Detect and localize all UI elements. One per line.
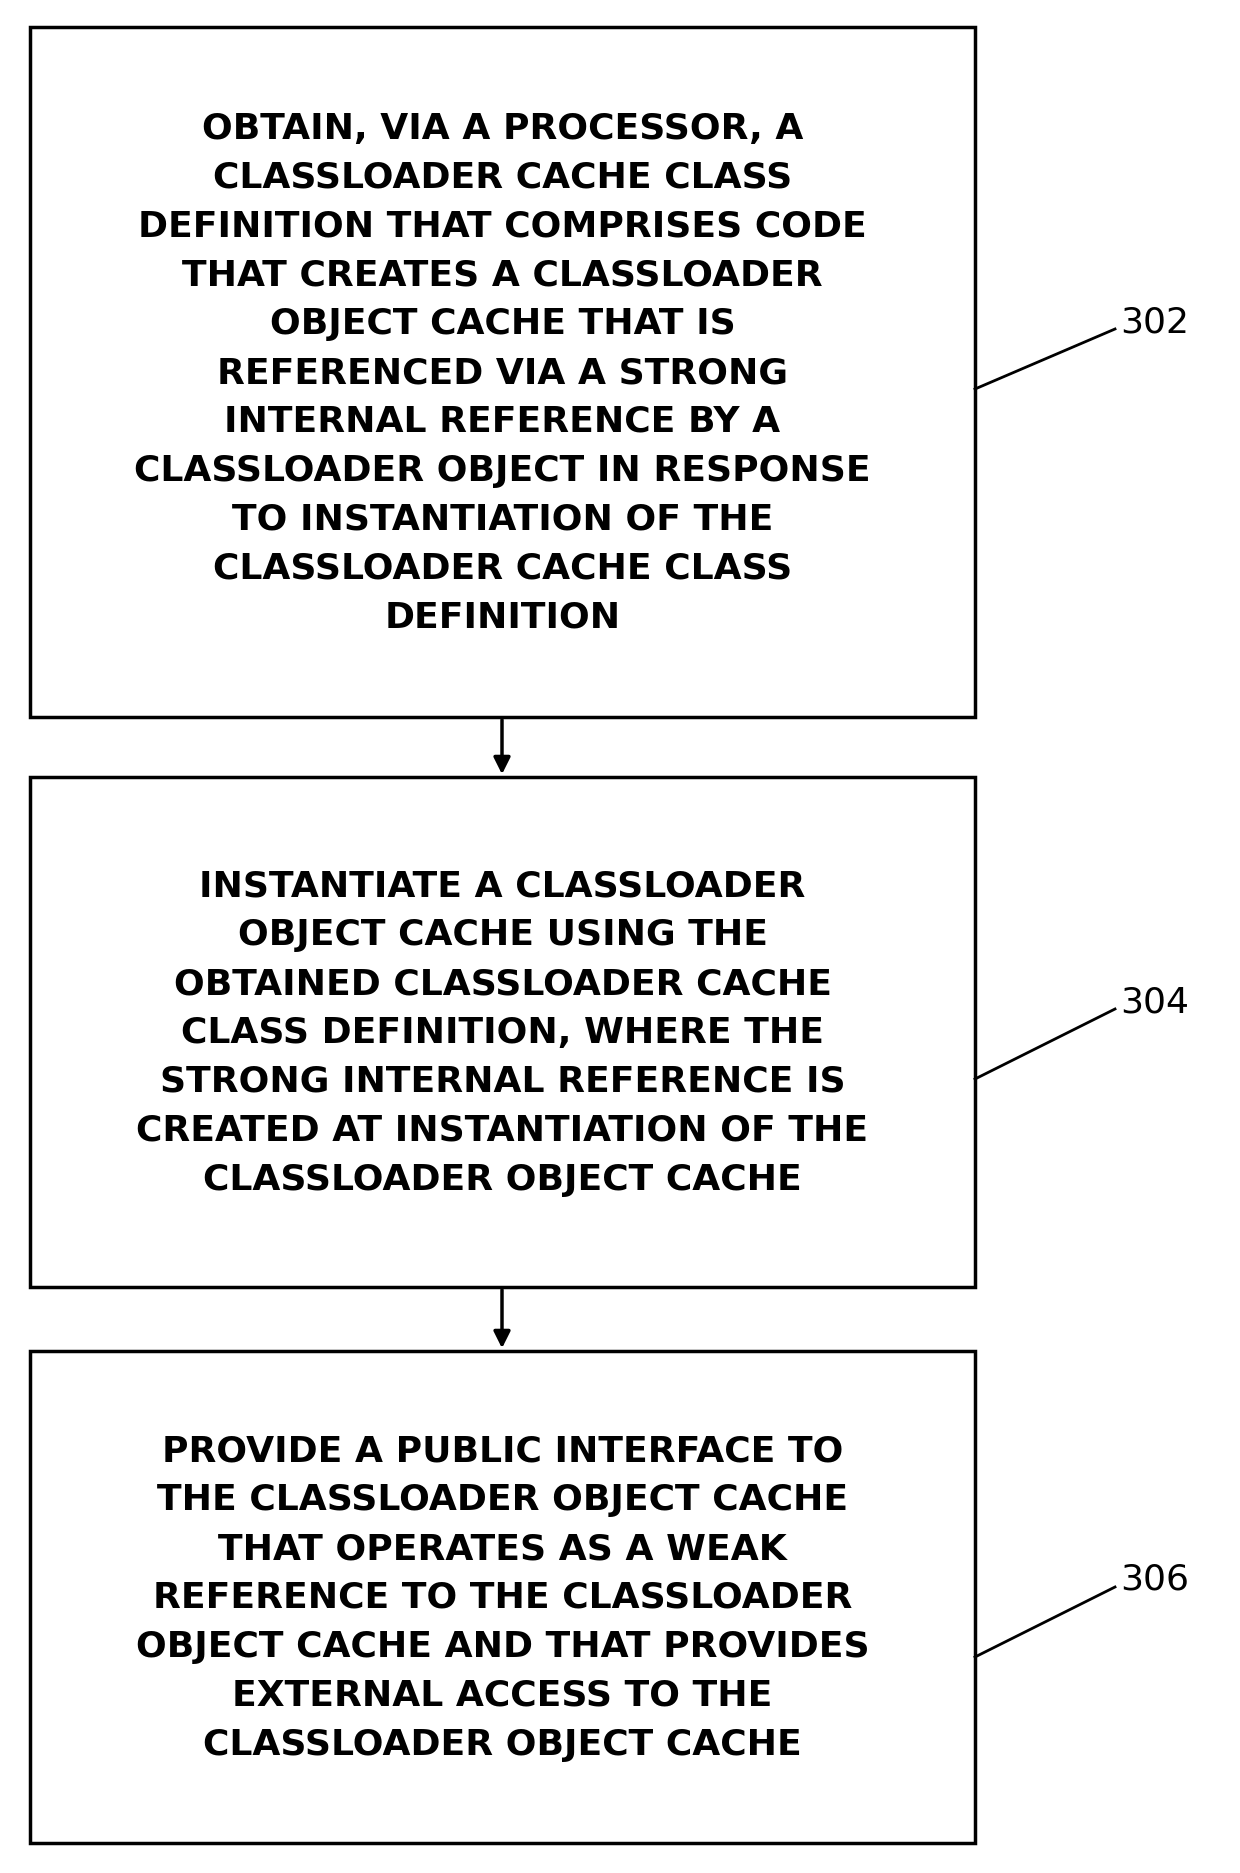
Text: 304: 304 [1120,985,1189,1019]
Bar [30,777,975,1287]
Text: 302: 302 [1120,305,1189,339]
Text: INSTANTIATE A CLASSLOADER
OBJECT CACHE USING THE
OBTAINED CLASSLOADER CACHE
CLAS: INSTANTIATE A CLASSLOADER OBJECT CACHE U… [136,869,868,1197]
Bar [30,1350,975,1843]
Text: 306: 306 [1120,1562,1189,1596]
Bar [30,28,975,717]
Text: OBTAIN, VIA A PROCESSOR, A
CLASSLOADER CACHE CLASS
DEFINITION THAT COMPRISES COD: OBTAIN, VIA A PROCESSOR, A CLASSLOADER C… [134,112,870,633]
Text: PROVIDE A PUBLIC INTERFACE TO
THE CLASSLOADER OBJECT CACHE
THAT OPERATES AS A WE: PROVIDE A PUBLIC INTERFACE TO THE CLASSL… [135,1433,869,1761]
